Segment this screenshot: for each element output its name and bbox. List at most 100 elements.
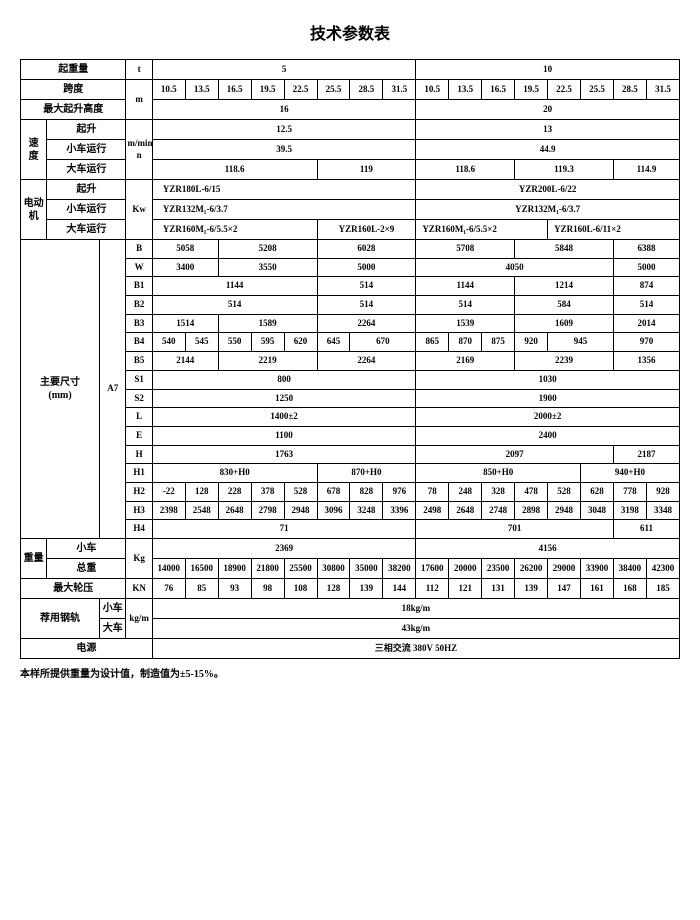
B5-4: 2239	[515, 352, 614, 371]
unit-m: m	[126, 80, 152, 120]
H3-12: 2948	[548, 501, 581, 520]
H2-9: 248	[449, 482, 482, 501]
B3-2: 2264	[317, 314, 416, 333]
wt-0: 14000	[152, 559, 185, 579]
H2-5: 678	[317, 482, 350, 501]
B-2: 6028	[317, 240, 416, 259]
wh-1: 85	[185, 579, 218, 599]
B2-0: 514	[152, 296, 317, 315]
H3-9: 2648	[449, 501, 482, 520]
B5-0: 2144	[152, 352, 218, 371]
span-val: 22.5	[548, 80, 581, 100]
B5-2: 2264	[317, 352, 416, 371]
height-b: 20	[416, 100, 680, 120]
wh-0: 76	[152, 579, 185, 599]
dim-B3: B3	[126, 314, 152, 333]
dim-B: B	[126, 240, 152, 259]
wt-12: 29000	[548, 559, 581, 579]
sp-tr-b: 44.9	[416, 140, 680, 160]
wh-2: 93	[218, 579, 251, 599]
B4-0: 540	[152, 333, 185, 352]
wt-1: 16500	[185, 559, 218, 579]
wh-12: 147	[548, 579, 581, 599]
H2-3: 378	[251, 482, 284, 501]
B5-1: 2219	[218, 352, 317, 371]
S1-a: 800	[152, 370, 416, 389]
B1-3: 1214	[515, 277, 614, 296]
sp-cr-4: 114.9	[613, 160, 679, 180]
span-val: 25.5	[317, 80, 350, 100]
sp-lift-b: 13	[416, 120, 680, 140]
wh-15: 185	[646, 579, 679, 599]
H2-2: 228	[218, 482, 251, 501]
rail-xc: 18kg/m	[152, 599, 679, 619]
sp-cr-2: 118.6	[416, 160, 515, 180]
group-label: A7	[100, 240, 126, 539]
B3-0: 1514	[152, 314, 218, 333]
H3-8: 2498	[416, 501, 449, 520]
H-0: 1763	[152, 445, 416, 464]
H3-14: 3198	[613, 501, 646, 520]
unit-kgm: kg/m	[126, 599, 152, 639]
unit-kn: KN	[126, 579, 152, 599]
H-2: 2187	[613, 445, 679, 464]
span-val: 31.5	[646, 80, 679, 100]
mot-lift-a: YZR180L-6/15	[152, 180, 416, 200]
wt-13: 33900	[581, 559, 614, 579]
H4-2: 611	[613, 520, 679, 539]
H3-6: 3248	[350, 501, 383, 520]
wt-9: 20000	[449, 559, 482, 579]
B2-3: 584	[515, 296, 614, 315]
dim-B4: B4	[126, 333, 152, 352]
B4-2: 550	[218, 333, 251, 352]
span-val: 19.5	[251, 80, 284, 100]
B1-0: 1144	[152, 277, 317, 296]
trolley-label: 小车运行	[47, 140, 126, 160]
H2-6: 828	[350, 482, 383, 501]
B4-10: 920	[515, 333, 548, 352]
S2-b: 1900	[416, 389, 680, 408]
H2-8: 78	[416, 482, 449, 501]
B4-6: 670	[350, 333, 416, 352]
span-val: 28.5	[350, 80, 383, 100]
wt-8: 17600	[416, 559, 449, 579]
span-val: 22.5	[284, 80, 317, 100]
height-label: 最大起升高度	[21, 100, 126, 120]
H2-4: 528	[284, 482, 317, 501]
xc-label: 小车	[47, 539, 126, 559]
H3-13: 3048	[581, 501, 614, 520]
W-3: 4050	[416, 258, 614, 277]
dim-B1: B1	[126, 277, 152, 296]
wt-10: 23500	[482, 559, 515, 579]
dim-S2: S2	[126, 389, 152, 408]
dim-W: W	[126, 258, 152, 277]
B4-12: 970	[613, 333, 679, 352]
dim-H1: H1	[126, 464, 152, 483]
mot-cr-3: YZR160L-6/11×2	[548, 220, 680, 240]
power-label: 电源	[21, 639, 153, 659]
B4-7: 865	[416, 333, 449, 352]
wh-11: 139	[515, 579, 548, 599]
H2-14: 778	[613, 482, 646, 501]
crane-label: 大车运行	[47, 220, 126, 240]
motor-label: 电动 机	[21, 180, 47, 240]
wt-11: 26200	[515, 559, 548, 579]
W-0: 3400	[152, 258, 218, 277]
wt-xc-a: 2369	[152, 539, 416, 559]
H3-4: 2948	[284, 501, 317, 520]
B5-3: 2169	[416, 352, 515, 371]
crane-label: 大车运行	[47, 160, 126, 180]
wt-6: 35000	[350, 559, 383, 579]
span-val: 19.5	[515, 80, 548, 100]
B3-3: 1539	[416, 314, 515, 333]
H1-3: 940+H0	[581, 464, 680, 483]
B2-4: 514	[613, 296, 679, 315]
W-1: 3550	[218, 258, 317, 277]
span-val: 25.5	[581, 80, 614, 100]
H2-7: 976	[383, 482, 416, 501]
H3-3: 2798	[251, 501, 284, 520]
B3-1: 1589	[218, 314, 317, 333]
H2-1: 128	[185, 482, 218, 501]
xc-label: 小车	[100, 599, 126, 619]
span-val: 13.5	[449, 80, 482, 100]
